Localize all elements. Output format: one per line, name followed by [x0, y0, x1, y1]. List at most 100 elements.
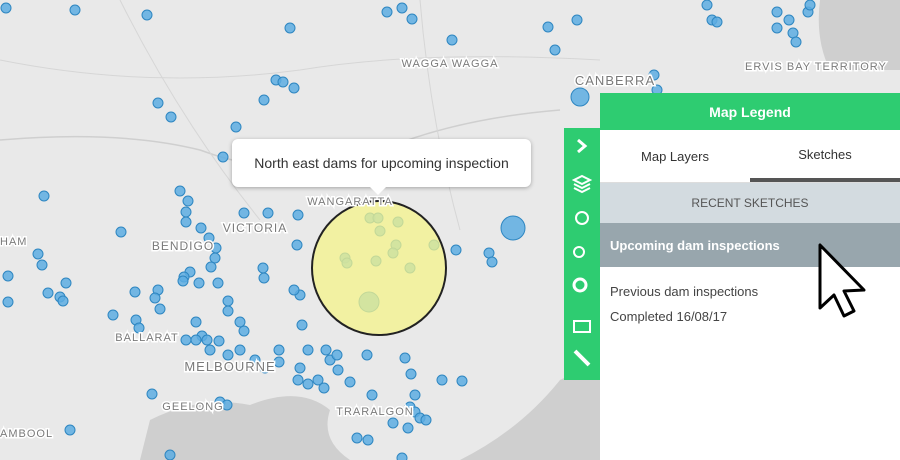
dam-marker: [486, 256, 498, 268]
dam-marker: [396, 2, 408, 14]
dam-marker: [177, 275, 189, 287]
dam-marker: [294, 362, 306, 374]
place-label: BENDIGO: [152, 239, 214, 253]
dam-marker: [446, 34, 458, 46]
dam-marker: [571, 14, 583, 26]
legend-title: Map Legend: [600, 93, 900, 130]
dam-marker: [32, 248, 44, 260]
tooltip-text: North east dams for upcoming inspection: [254, 155, 509, 171]
dam-marker: [217, 151, 229, 163]
network-icon[interactable]: [575, 211, 589, 225]
place-label: MELBOURNE: [184, 359, 275, 374]
dam-marker: [57, 295, 69, 307]
dam-marker: [174, 185, 186, 197]
dam-marker: [238, 325, 250, 337]
dam-marker: [234, 344, 246, 356]
basemap-icon[interactable]: [573, 320, 591, 333]
dam-marker: [42, 287, 54, 299]
dam-marker: [399, 352, 411, 364]
place-label: ERVIS BAY TERRITORY: [745, 61, 887, 73]
dam-marker: [115, 226, 127, 238]
dam-marker: [302, 344, 314, 356]
dam-marker: [222, 295, 234, 307]
dam-marker: [332, 364, 344, 376]
dam-marker: [213, 335, 225, 347]
place-label: AMBOOL: [0, 428, 53, 440]
dam-marker: [420, 414, 432, 426]
zoom-icon[interactable]: [572, 277, 588, 293]
measure-icon[interactable]: [573, 349, 591, 367]
dam-marker: [771, 6, 783, 18]
dam-marker: [146, 388, 158, 400]
dam-marker: [542, 21, 554, 33]
dam-marker: [203, 232, 215, 244]
dam-marker: [344, 376, 356, 388]
bay: [140, 396, 350, 460]
dam-marker: [234, 316, 246, 328]
dam-marker: [318, 382, 330, 394]
dam-marker: [804, 0, 816, 11]
dam-marker: [351, 432, 363, 444]
dam-marker: [60, 277, 72, 289]
dam-marker: [288, 284, 300, 296]
dam-marker: [570, 87, 590, 107]
item-title: Upcoming dam inspections: [610, 237, 780, 253]
dam-marker: [193, 277, 205, 289]
dam-marker: [262, 207, 274, 219]
ocean: [818, 0, 900, 70]
dam-marker: [291, 239, 303, 251]
tooltip: North east dams for upcoming inspection: [232, 139, 531, 195]
item-title: Previous dam inspections: [610, 284, 759, 299]
shapes-icon[interactable]: [573, 246, 585, 258]
dam-marker: [0, 2, 12, 14]
place-label: HAM: [0, 236, 27, 248]
tab[interactable]: Map Layers: [641, 148, 709, 164]
sketch-item[interactable]: Upcoming dam inspections: [600, 223, 900, 267]
dam-marker: [180, 216, 192, 228]
dam-marker: [222, 349, 234, 361]
dam-marker: [711, 16, 723, 28]
dam-marker: [450, 244, 462, 256]
collapse-icon[interactable]: [577, 138, 588, 154]
dam-marker: [771, 22, 783, 34]
place-label: WANGARATTA: [307, 196, 393, 208]
dam-marker: [258, 272, 270, 284]
place-label: VICTORIA: [223, 221, 287, 235]
dam-marker: [296, 319, 308, 331]
dam-marker: [238, 207, 250, 219]
dam-marker: [180, 334, 192, 346]
item-subtitle: Completed 16/08/17: [610, 309, 728, 324]
layers-icon[interactable]: [571, 174, 593, 194]
dam-marker: [500, 215, 526, 241]
dam-marker: [405, 368, 417, 380]
sketch-item[interactable]: Previous dam inspections Completed 16/08…: [600, 267, 900, 341]
tabs: Map Layers Sketches: [600, 130, 900, 183]
dam-marker: [302, 378, 314, 390]
dam-marker: [273, 356, 285, 368]
dam-marker: [648, 69, 660, 81]
ocean: [460, 360, 600, 460]
dam-marker: [381, 6, 393, 18]
dam-marker: [204, 344, 216, 356]
dam-marker: [149, 292, 161, 304]
tab[interactable]: Sketches: [750, 130, 900, 182]
dam-marker: [549, 44, 561, 56]
dam-marker: [165, 111, 177, 123]
dam-marker: [320, 344, 332, 356]
dam-marker: [362, 434, 374, 446]
dam-marker: [312, 374, 324, 386]
dam-marker: [154, 303, 166, 315]
dam-marker: [205, 261, 217, 273]
toolbar-icons: [571, 138, 593, 367]
sketch-area[interactable]: [311, 200, 447, 336]
dam-marker: [2, 296, 14, 308]
dam-marker: [180, 206, 192, 218]
section-header: RECENT SKETCHES: [600, 183, 900, 223]
dam-marker: [152, 97, 164, 109]
dam-marker: [182, 195, 194, 207]
dam-marker: [292, 374, 304, 386]
dam-marker: [292, 209, 304, 221]
dam-marker: [783, 14, 795, 26]
